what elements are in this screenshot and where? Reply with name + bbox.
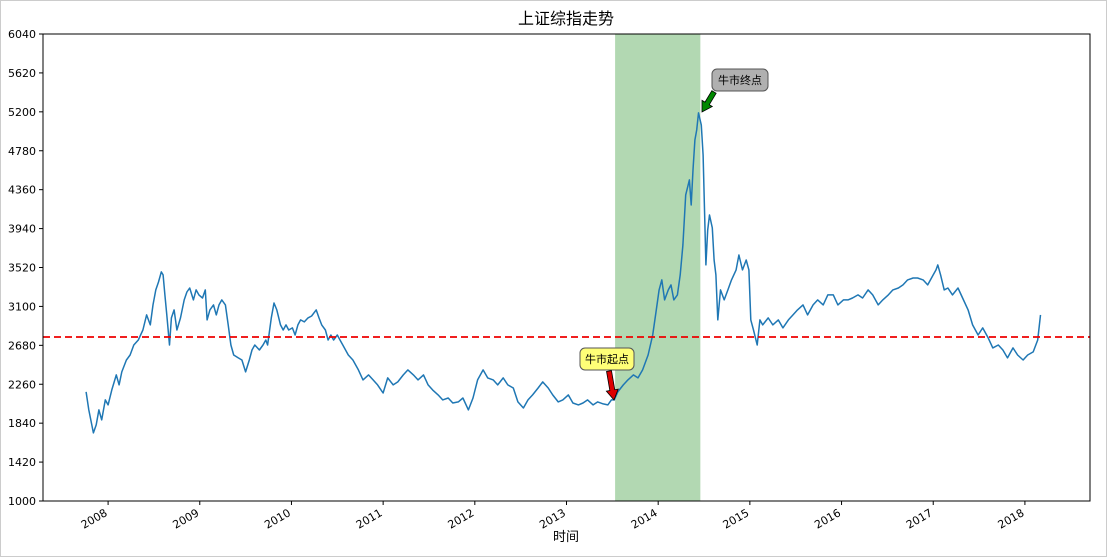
annotation-arrow (701, 90, 717, 113)
highlight-span (615, 34, 701, 501)
x-axis-label: 时间 (553, 530, 579, 545)
y-tick-label: 4360 (8, 184, 36, 197)
y-tick-label: 5200 (8, 106, 36, 119)
annotation-text: 牛市终点 (718, 73, 762, 87)
y-tick-label: 5620 (8, 67, 36, 80)
y-tick-label: 6040 (8, 28, 36, 41)
y-tick-label: 4780 (8, 145, 36, 158)
y-tick-label: 3940 (8, 223, 36, 236)
y-tick-label: 3520 (8, 262, 36, 275)
y-tick-label: 1000 (8, 495, 36, 508)
y-tick-label: 2680 (8, 339, 36, 352)
annotation-arrow (605, 370, 619, 401)
y-tick-label: 2260 (8, 378, 36, 391)
y-tick-label: 1420 (8, 456, 36, 469)
y-tick-label: 3100 (8, 300, 36, 313)
plot-frame (42, 33, 1091, 502)
annotation-text: 牛市起点 (585, 352, 629, 366)
chart-title: 上证综指走势 (518, 9, 614, 28)
y-tick-label: 1840 (8, 417, 36, 430)
annotation-box (711, 68, 769, 92)
annotation-box (579, 347, 635, 371)
index-line (85, 112, 1042, 434)
